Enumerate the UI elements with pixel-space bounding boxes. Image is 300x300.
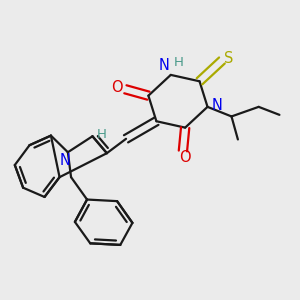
Text: N: N (212, 98, 223, 113)
Text: N: N (59, 153, 70, 168)
Text: H: H (174, 56, 184, 69)
Text: S: S (224, 51, 233, 66)
Text: O: O (179, 150, 190, 165)
Text: O: O (112, 80, 123, 95)
Text: H: H (97, 128, 106, 142)
Text: N: N (158, 58, 169, 73)
